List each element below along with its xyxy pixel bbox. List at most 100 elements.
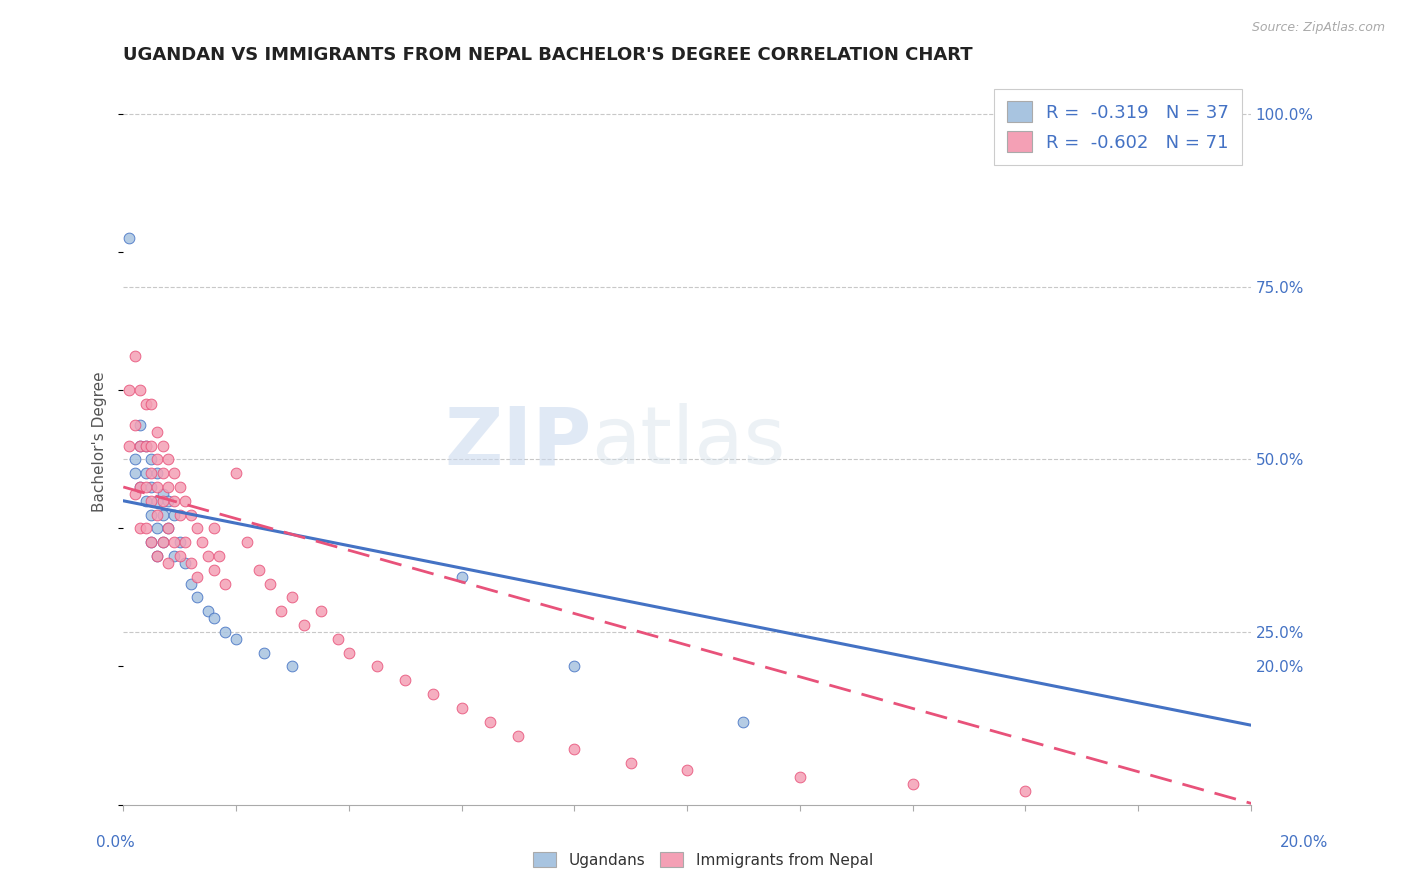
Text: UGANDAN VS IMMIGRANTS FROM NEPAL BACHELOR'S DEGREE CORRELATION CHART: UGANDAN VS IMMIGRANTS FROM NEPAL BACHELO…	[124, 46, 973, 64]
Point	[141, 480, 163, 494]
Point	[620, 756, 643, 771]
Point	[135, 480, 157, 494]
Point	[394, 673, 416, 688]
Y-axis label: Bachelor's Degree: Bachelor's Degree	[93, 372, 107, 512]
Point	[157, 521, 180, 535]
Point	[152, 493, 174, 508]
Point	[562, 659, 585, 673]
Point	[225, 466, 247, 480]
Point	[169, 480, 191, 494]
Point	[152, 466, 174, 480]
Point	[129, 417, 152, 432]
Point	[901, 777, 924, 791]
Point	[163, 535, 186, 549]
Point	[676, 763, 699, 777]
Point	[236, 535, 259, 549]
Point	[146, 480, 169, 494]
Text: 0.0%: 0.0%	[96, 836, 135, 850]
Point	[157, 493, 180, 508]
Point	[180, 556, 202, 570]
Point	[141, 508, 163, 522]
Point	[152, 439, 174, 453]
Point	[174, 535, 197, 549]
Point	[129, 439, 152, 453]
Point	[146, 521, 169, 535]
Point	[270, 604, 292, 618]
Point	[135, 397, 157, 411]
Point	[214, 576, 236, 591]
Point	[141, 493, 163, 508]
Point	[450, 570, 472, 584]
Point	[163, 466, 186, 480]
Point	[146, 508, 169, 522]
Point	[253, 646, 276, 660]
Point	[214, 624, 236, 639]
Point	[733, 714, 755, 729]
Point	[146, 549, 169, 563]
Point	[180, 508, 202, 522]
Point	[169, 508, 191, 522]
Point	[124, 417, 146, 432]
Point	[281, 659, 304, 673]
Point	[202, 563, 225, 577]
Point	[450, 701, 472, 715]
Point	[163, 508, 186, 522]
Point	[326, 632, 349, 646]
Point	[135, 439, 157, 453]
Point	[135, 493, 157, 508]
Point	[135, 521, 157, 535]
Point	[337, 646, 360, 660]
Point	[141, 466, 163, 480]
Point	[174, 493, 197, 508]
Point	[135, 466, 157, 480]
Point	[506, 729, 529, 743]
Point	[146, 425, 169, 439]
Point	[197, 604, 219, 618]
Point	[191, 535, 214, 549]
Point	[281, 591, 304, 605]
Point	[292, 618, 315, 632]
Point	[225, 632, 247, 646]
Point	[152, 508, 174, 522]
Point	[157, 452, 180, 467]
Point	[146, 493, 169, 508]
Point	[197, 549, 219, 563]
Point	[157, 521, 180, 535]
Legend: Ugandans, Immigrants from Nepal: Ugandans, Immigrants from Nepal	[527, 846, 879, 873]
Point	[478, 714, 501, 729]
Point	[135, 439, 157, 453]
Point	[562, 742, 585, 756]
Point	[169, 535, 191, 549]
Point	[124, 466, 146, 480]
Point	[247, 563, 270, 577]
Point	[169, 549, 191, 563]
Point	[157, 480, 180, 494]
Point	[146, 452, 169, 467]
Point	[118, 439, 141, 453]
Point	[141, 452, 163, 467]
Point	[186, 570, 208, 584]
Point	[202, 611, 225, 625]
Point	[1014, 783, 1036, 797]
Point	[124, 349, 146, 363]
Point	[157, 556, 180, 570]
Point	[141, 397, 163, 411]
Point	[202, 521, 225, 535]
Point	[146, 466, 169, 480]
Text: ZIP: ZIP	[444, 403, 591, 481]
Text: 20.0%: 20.0%	[1281, 836, 1329, 850]
Point	[141, 439, 163, 453]
Point	[129, 521, 152, 535]
Point	[186, 521, 208, 535]
Point	[124, 487, 146, 501]
Point	[152, 487, 174, 501]
Point	[789, 770, 811, 784]
Point	[174, 556, 197, 570]
Point	[141, 535, 163, 549]
Point	[129, 439, 152, 453]
Point	[129, 480, 152, 494]
Point	[309, 604, 332, 618]
Point	[208, 549, 231, 563]
Text: atlas: atlas	[591, 403, 786, 481]
Point	[146, 549, 169, 563]
